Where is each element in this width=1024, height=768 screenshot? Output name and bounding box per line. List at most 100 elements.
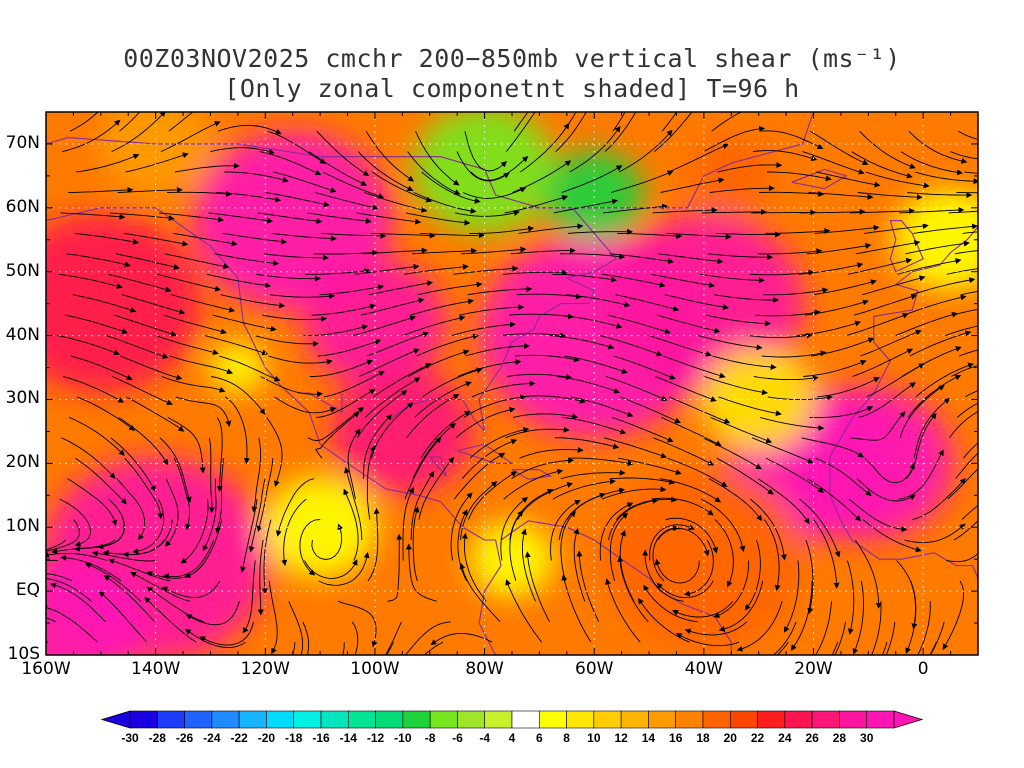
streamline [364,192,428,213]
coastline [46,137,618,434]
streamline [84,562,142,602]
streamline [809,130,869,165]
streamline [420,410,471,459]
streamline [61,437,116,479]
streamline [718,396,782,417]
streamline [160,121,221,153]
colorbar-swatch [484,710,513,729]
streamline [500,497,529,561]
streamline [714,294,780,304]
streamline [816,171,881,188]
colorbar-swatch [457,710,486,729]
colorbar-label: -18 [285,731,303,745]
streamline [323,371,385,398]
streamline [897,258,962,275]
streamline [561,574,592,643]
streamline [801,437,864,458]
shade-blob [303,258,447,387]
colorbar-label: 14 [641,731,656,745]
streamline [613,355,676,380]
streamline [161,376,226,393]
streamline [256,273,322,282]
colorbar-label: 6 [535,731,543,745]
streamline [208,212,274,224]
streamline [356,212,422,225]
streamline [602,486,667,500]
streamline [615,294,680,312]
streamline [224,171,289,183]
colorbar-label: 24 [778,731,792,745]
streamline [180,499,209,564]
streamline [222,232,288,245]
streamline [616,496,678,520]
shade-blob [192,131,393,311]
streamline [798,262,864,275]
streamline [110,437,156,492]
streamline [895,311,958,337]
streamline [315,388,376,418]
lon-label: 160W [21,659,71,679]
streamline [751,209,817,216]
streamline [709,185,775,193]
streamline [518,223,584,234]
streamline [569,125,621,173]
streamline [421,171,481,204]
streamline [649,524,695,561]
colorbar-swatch [648,710,677,729]
streamline [672,600,734,618]
streamline [601,273,666,288]
streamline [315,411,360,459]
streamline [617,555,649,623]
streamline [856,240,921,255]
streamline [412,506,420,582]
streamline [805,539,814,615]
colorbar-label: 22 [750,731,765,745]
streamline [761,350,827,358]
streamline [560,469,626,480]
streamline [303,324,369,337]
streamline [711,112,743,132]
streamline [859,130,916,169]
streamline [683,539,714,597]
streamline [599,335,663,357]
streamline [453,265,519,275]
streamline [568,457,634,467]
streamline [611,416,674,443]
colorbar-label: -24 [203,731,221,745]
streamline [451,321,516,337]
streamline [115,253,180,270]
lat-label: EQ [15,580,40,601]
streamline [904,523,966,544]
streamline [123,232,189,247]
colorbar-label: 26 [805,731,819,745]
streamline [619,396,682,424]
lon-label: 60W [575,659,614,679]
streamline [953,520,978,541]
shade-blob [544,150,645,240]
streamline [157,273,222,292]
streamline [915,362,975,398]
streamline [414,381,472,418]
streamline [214,253,280,267]
streamline [815,601,832,655]
streamline [800,208,866,215]
map-title-line1: 00Z03NOV2025 cmchr 200−850mb vertical sh… [123,44,901,73]
streamline [776,641,789,655]
streamline [109,212,175,222]
streamline [155,335,219,356]
streamline [204,335,269,356]
colorbar-label: -20 [257,731,276,745]
streamline [469,426,530,459]
streamline [753,375,819,382]
streamline [461,438,518,480]
streamline [605,578,641,643]
streamline [710,416,773,444]
streamline [347,428,361,500]
streamline [118,417,169,466]
streamline [343,488,359,561]
streamline [273,171,337,193]
colorbar-swatch [184,710,213,729]
streamline [457,359,522,377]
streamline [456,151,510,182]
streamline [111,112,166,153]
